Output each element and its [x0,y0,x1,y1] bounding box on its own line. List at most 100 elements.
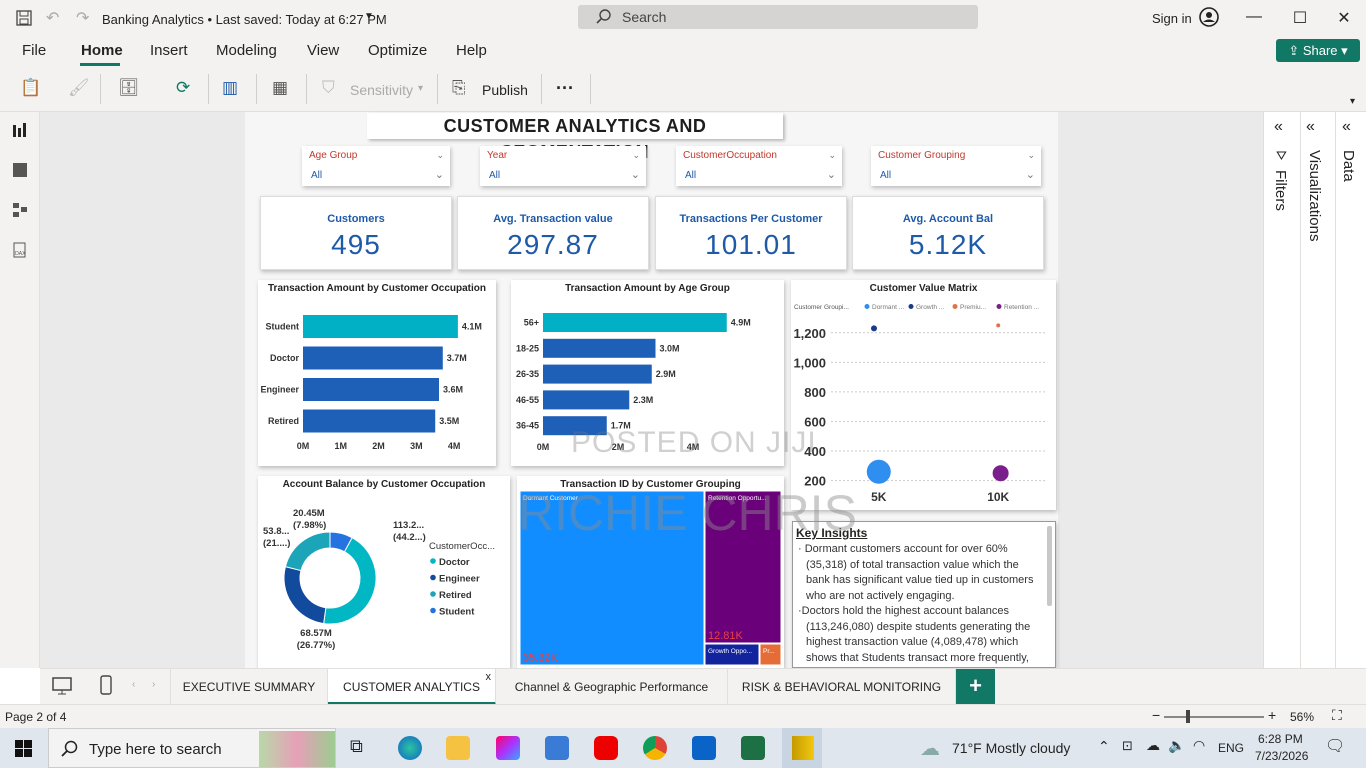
model-view-icon[interactable] [12,202,28,218]
kpi-avg-transaction[interactable]: Avg. Transaction value 297.87 [457,196,649,270]
store-icon[interactable] [545,736,569,760]
maximize-icon[interactable]: ☐ [1292,10,1308,27]
insights-scrollbar[interactable] [1047,526,1052,606]
format-painter-icon[interactable]: 🖌 [68,78,90,97]
scroll-left-icon[interactable]: ‹ [132,679,136,690]
zoom-in-button[interactable]: + [1268,707,1277,723]
axis-tick-label: 400 [804,444,826,459]
tab-risk-behavioral[interactable]: RISK & BEHAVIORAL MONITORING [728,669,956,705]
clock-date[interactable]: 7/23/2026 [1255,749,1309,763]
mobile-layout-icon[interactable] [100,675,112,695]
zoom-out-button[interactable]: − [1152,707,1161,723]
zoom-slider-track[interactable] [1164,716,1264,718]
wifi-icon[interactable]: ◠ [1193,737,1206,753]
chart-occupation-bar[interactable]: Transaction Amount by Customer Occupatio… [258,280,496,466]
task-view-icon[interactable]: ⧉ [350,736,363,756]
report-view-icon[interactable] [12,122,28,138]
collapse-ribbon-icon[interactable]: ▾ [1350,96,1356,107]
menu-home[interactable]: Home [81,42,123,59]
redo-icon[interactable]: ↷ [76,10,90,27]
chart-customer-value-matrix[interactable]: Customer Value Matrix Customer Groupi...… [791,280,1056,510]
key-insights-box[interactable]: Key Insights · Dormant customers account… [792,521,1056,668]
weather-text[interactable]: 71°F Mostly cloudy [952,740,1071,756]
network-icon[interactable]: ⊡ [1122,738,1133,753]
search-box[interactable]: Search [578,5,978,29]
zoom-level[interactable]: 56% [1290,710,1315,724]
scroll-right-icon[interactable]: › [152,679,156,690]
more-options-button[interactable]: ··· [556,78,574,98]
refresh-icon[interactable]: ⟳ [176,78,191,97]
tab-channel-geographic[interactable]: Channel & Geographic Performance [496,669,728,705]
add-page-button[interactable]: + [956,669,995,705]
close-tab-icon[interactable]: x [485,671,492,683]
tray-chevron-icon[interactable]: ⌃ [1098,738,1110,754]
tab-customer-analytics[interactable]: CUSTOMER ANALYTICS x [328,669,496,705]
slicer-customer-occupation[interactable]: CustomerOccupation ⌄ All ⌄ [676,146,842,186]
side-panes: « ⛛ Filters « Visualizations « Data [1263,112,1366,668]
bar-data-label: 2.3M [633,395,653,405]
copilot-icon[interactable] [496,736,520,760]
undo-icon[interactable]: ↶ [46,10,60,27]
desktop-layout-icon[interactable] [52,677,72,695]
chart-account-balance-donut[interactable]: Account Balance by Customer Occupation 1… [258,476,510,668]
minimize-icon[interactable]: — [1246,8,1262,25]
menu-optimize[interactable]: Optimize [368,42,428,59]
collapse-data-icon[interactable]: « [1342,118,1351,135]
volume-icon[interactable]: 🔈 [1168,737,1186,753]
file-explorer-icon[interactable] [446,736,470,760]
clock-time[interactable]: 6:28 PM [1258,732,1303,746]
slicer-year[interactable]: Year ⌄ All ⌄ [480,146,646,186]
signin-link[interactable]: Sign in [1152,11,1192,26]
menu-insert[interactable]: Insert [150,42,188,59]
publish-icon[interactable]: ⎘ [452,78,466,97]
calculator-icon[interactable]: ▦ [272,78,289,97]
collapse-visualizations-icon[interactable]: « [1306,118,1315,135]
language-indicator[interactable]: ENG [1218,741,1245,755]
taskbar-search[interactable]: Type here to search [48,728,336,768]
outlook-icon[interactable] [692,736,716,760]
menu-modeling[interactable]: Modeling [216,42,277,59]
account-icon[interactable] [1199,7,1219,27]
chart-age-bar[interactable]: Transaction Amount by Age Group 56+ 4.9M 1… [511,280,784,466]
kpi-customers[interactable]: Customers 495 [260,196,452,270]
close-icon[interactable]: ✕ [1337,10,1351,27]
youtube-icon[interactable] [594,736,618,760]
kpi-avg-account-bal[interactable]: Avg. Account Bal 5.12K [852,196,1044,270]
paste-icon[interactable]: 📋 [20,78,42,97]
share-button[interactable]: ⇪ Share ▾ [1276,39,1360,62]
menu-help[interactable]: Help [456,42,487,59]
chevron-down-icon[interactable]: ▼ [364,11,374,22]
table-view-icon[interactable] [12,162,28,178]
visualizations-pane-toggle[interactable]: Visualizations [1306,150,1323,242]
notification-icon[interactable]: 🗨 [1325,738,1346,755]
fit-to-page-icon[interactable]: ⛶ [1332,707,1342,723]
excel-icon[interactable] [741,736,765,760]
menu-file[interactable]: File [22,42,47,59]
legend-marker [430,607,436,614]
chevron-down-icon: ⌄ [1027,150,1035,160]
data-icon[interactable]: 🗄 [118,78,140,97]
chrome-icon[interactable] [643,736,667,760]
data-pane-toggle[interactable]: Data [1340,150,1357,182]
filters-pane-toggle[interactable]: Filters [1272,170,1289,211]
edge-icon[interactable] [398,736,422,760]
slicer-customer-grouping[interactable]: Customer Grouping ⌄ All ⌄ [871,146,1041,186]
slicer-label: Year [487,150,508,161]
menu-view[interactable]: View [307,42,340,59]
chart-transaction-treemap[interactable]: Transaction ID by Customer Grouping Dorm… [517,476,784,668]
collapse-filters-icon[interactable]: « [1274,118,1283,135]
zoom-slider-handle[interactable] [1186,710,1190,723]
save-icon[interactable] [16,10,32,26]
legend-label: Student [439,607,475,618]
onedrive-icon[interactable]: ☁ [1146,737,1160,753]
publish-button[interactable]: Publish [482,82,528,98]
powerbi-taskbar-active[interactable] [782,728,822,768]
kpi-transactions-per-customer[interactable]: Transactions Per Customer 101.01 [655,196,847,270]
sensitivity-icon[interactable]: ⛉ [322,78,335,97]
sensitivity-button[interactable]: Sensitivity [350,82,414,98]
tab-executive-summary[interactable]: EXECUTIVE SUMMARY [170,669,328,705]
new-visual-icon[interactable]: ▥ [222,78,239,97]
slicer-age-group[interactable]: Age Group ⌄ All ⌄ [302,146,450,186]
dax-query-icon[interactable]: DAX [12,242,28,258]
windows-start-icon[interactable] [15,740,32,757]
